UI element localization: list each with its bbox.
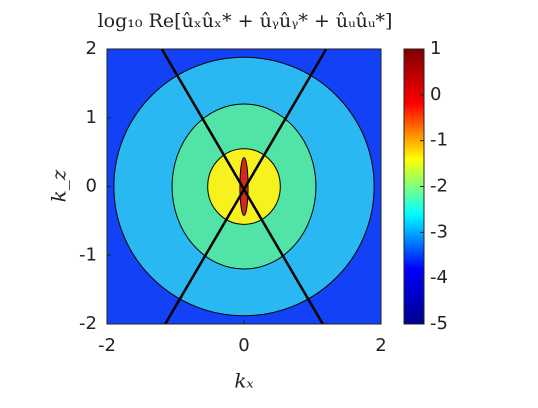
y-tick-label: 0	[86, 176, 97, 197]
y-tick-label: 1	[86, 107, 97, 128]
colorbar-tick-label: 1	[430, 38, 441, 59]
colorbar-tick-label: -3	[430, 221, 448, 242]
cone-line	[160, 49, 324, 324]
colorbar-tick-label: 0	[430, 84, 441, 105]
colorbar-tick-label: -4	[430, 267, 448, 288]
y-axis-label: k_z	[47, 169, 71, 202]
x-axis-label: kₓ	[234, 369, 253, 393]
contour-region	[239, 157, 249, 216]
colorbar-tick-label: -2	[430, 176, 448, 197]
plot-area	[107, 49, 381, 324]
colorbar-tick-label: -1	[430, 130, 448, 151]
y-tick-label: -1	[79, 244, 97, 265]
chart-title: log₁₀ Re[ûₓûₓ* + ûᵧûᵧ* + ûᵤûᵤ*]	[98, 10, 393, 32]
colorbar-tick-label: -5	[430, 313, 448, 334]
y-tick-label: 2	[86, 38, 97, 59]
x-tick-label: 2	[375, 335, 386, 356]
cone-line	[164, 49, 328, 324]
y-tick-label: -2	[79, 313, 97, 334]
x-tick-label: 0	[238, 335, 249, 356]
x-tick-label: -2	[98, 335, 116, 356]
